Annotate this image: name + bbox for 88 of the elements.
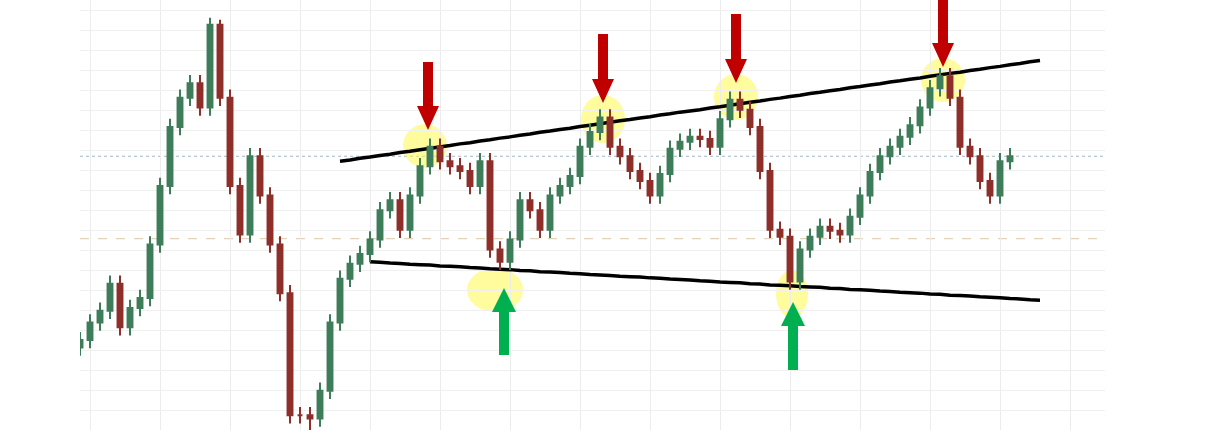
candlestick (386, 191, 394, 220)
candlestick (836, 221, 844, 244)
candlestick (656, 164, 664, 205)
candlestick (866, 162, 874, 205)
candlestick (96, 301, 104, 332)
candlestick (806, 227, 814, 259)
candlestick (106, 274, 114, 321)
candlestick (936, 67, 944, 98)
candlestick (166, 117, 174, 196)
candlestick (636, 161, 644, 191)
candlestick (516, 191, 524, 249)
candlestick (616, 137, 624, 166)
candlestick (506, 230, 514, 272)
candlestick (606, 108, 614, 157)
candlestick (986, 171, 994, 205)
candlestick (276, 235, 284, 303)
candlestick (826, 217, 834, 241)
candlestick (116, 274, 124, 337)
candlestick (436, 137, 444, 171)
candlestick (886, 137, 894, 166)
candlestick (586, 122, 594, 157)
candlestick (696, 127, 704, 149)
candlestick (346, 254, 354, 288)
candlestick (996, 151, 1004, 205)
candlestick (726, 90, 734, 129)
candlestick (646, 171, 654, 205)
candlestick (766, 161, 774, 239)
candlestick (126, 298, 134, 337)
candlestick (796, 240, 804, 291)
candlestick (196, 74, 204, 117)
candlestick (966, 137, 974, 166)
candlestick (746, 100, 754, 137)
candlestick (916, 98, 924, 135)
candlestick (676, 132, 684, 159)
candlestick (776, 220, 784, 246)
candlestick (626, 147, 634, 181)
candlestick (876, 147, 884, 182)
candlestick (236, 176, 244, 244)
candlestick (466, 161, 474, 196)
candlestick (666, 139, 674, 184)
candlestick (186, 74, 194, 107)
candlestick (406, 186, 414, 239)
candlestick (496, 240, 504, 272)
candlestick (856, 186, 864, 227)
candlestick (976, 147, 984, 191)
candlestick (146, 235, 154, 308)
candlestick (246, 147, 254, 244)
candlestick (526, 191, 534, 220)
candlestick (326, 313, 334, 401)
candlestick (536, 201, 544, 239)
candlestick (456, 156, 464, 181)
candlestick (896, 127, 904, 157)
candlestick (476, 151, 484, 196)
candlestick (336, 269, 344, 332)
candlestick (786, 227, 794, 291)
candlestick (316, 381, 324, 428)
candlestick (366, 230, 374, 264)
candlestick (846, 207, 854, 244)
candlestick (566, 166, 574, 196)
candlestick (376, 201, 384, 249)
candlestick (816, 217, 824, 246)
candlestick (1006, 147, 1014, 171)
candlestick (686, 127, 694, 152)
candlestick (256, 147, 264, 205)
candlestick (356, 244, 364, 274)
candlestick (546, 186, 554, 239)
candlestick (756, 117, 764, 181)
candlestick (576, 137, 584, 186)
candlestick (426, 137, 434, 176)
candlestick (716, 109, 724, 157)
candlestick (176, 88, 184, 137)
candlestick (296, 405, 304, 425)
candlestick (946, 67, 954, 107)
candlestick (416, 156, 424, 205)
candlestick (956, 88, 964, 157)
candlestick (86, 313, 94, 350)
candlestick (706, 129, 714, 157)
candlestick (306, 405, 314, 430)
candlestick (906, 116, 914, 147)
candlestick (266, 186, 274, 254)
candlestick (136, 288, 144, 318)
candlestick (926, 78, 934, 117)
candlestick (396, 191, 404, 239)
candlestick (156, 176, 164, 254)
candlestick (446, 151, 454, 176)
candlestick (736, 90, 744, 119)
candlestick (556, 176, 564, 205)
candlestick (596, 108, 604, 142)
